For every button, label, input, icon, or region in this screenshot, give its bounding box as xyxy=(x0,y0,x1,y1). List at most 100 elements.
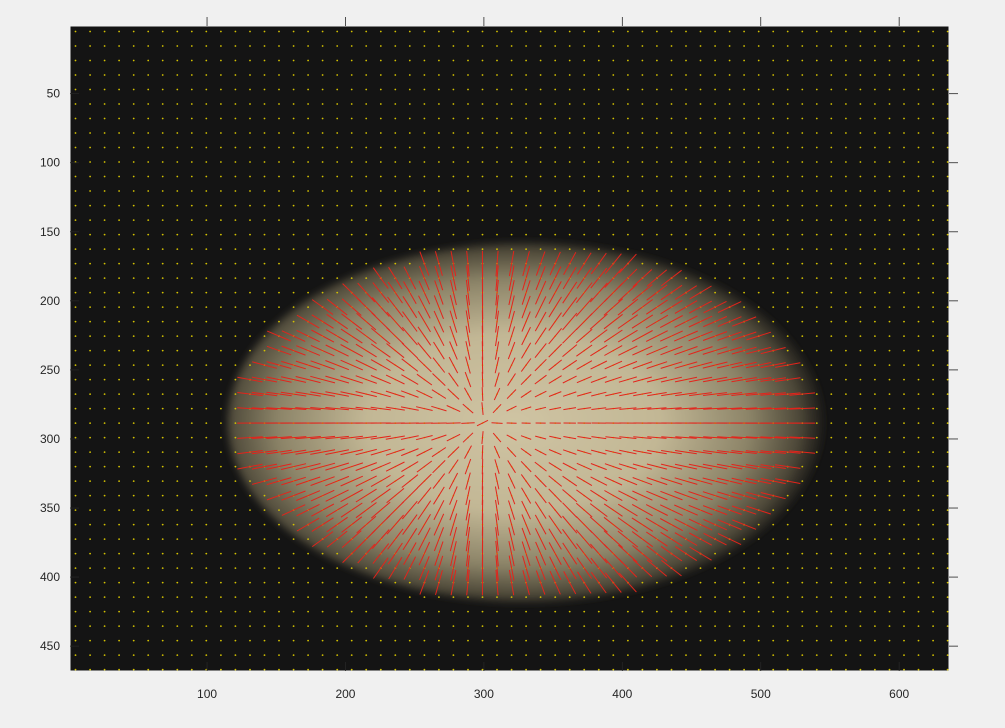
quiver-arrow xyxy=(418,280,431,305)
quiver-dot xyxy=(292,639,295,642)
quiver-dot xyxy=(161,306,164,308)
quiver-dot xyxy=(307,668,309,671)
quiver-dot xyxy=(917,654,920,656)
quiver-arrow xyxy=(745,407,772,410)
quiver-dot xyxy=(888,306,891,308)
quiver-arrow xyxy=(494,356,500,374)
quiver-dot xyxy=(874,103,876,105)
quiver-dot xyxy=(423,654,426,656)
quiver-dot xyxy=(946,291,949,294)
quiver-arrow xyxy=(416,447,433,457)
quiver-dot xyxy=(147,523,150,526)
quiver-dot xyxy=(801,335,804,337)
quiver-dot xyxy=(118,306,120,308)
quiver-dot xyxy=(815,639,818,642)
quiver-dot xyxy=(932,30,934,33)
quiver-dot xyxy=(336,552,339,555)
quiver-dot xyxy=(597,204,600,207)
quiver-dot xyxy=(161,132,164,134)
quiver-arrow xyxy=(280,376,307,383)
quiver-dot xyxy=(118,219,120,222)
quiver-dot xyxy=(830,364,833,366)
quiver-dot xyxy=(699,103,702,105)
quiver-dot xyxy=(743,74,745,76)
quiver-dot xyxy=(161,668,164,671)
quiver-dot xyxy=(801,581,804,584)
quiver-dot xyxy=(176,552,179,555)
quiver-dot xyxy=(612,146,615,149)
quiver-dot xyxy=(670,233,673,236)
quiver-dot xyxy=(903,320,905,323)
quiver-arrow xyxy=(325,360,350,371)
quiver-dot xyxy=(292,45,295,47)
quiver-dot xyxy=(263,581,266,584)
quiver-dot xyxy=(714,59,716,62)
quiver-dot xyxy=(874,117,876,120)
quiver-dot xyxy=(118,509,120,511)
quiver-dot xyxy=(946,262,949,265)
quiver-arrow xyxy=(745,377,772,382)
quiver-dot xyxy=(830,219,833,222)
quiver-dot xyxy=(714,596,716,598)
quiver-dot xyxy=(830,233,833,236)
quiver-arrow xyxy=(449,499,458,521)
quiver-arrow xyxy=(746,346,772,355)
quiver-dot xyxy=(467,30,469,33)
quiver-arrow xyxy=(562,297,578,317)
quiver-dot xyxy=(467,625,469,627)
quiver-arrow xyxy=(416,460,433,473)
quiver-dot xyxy=(205,596,208,598)
quiver-dot xyxy=(350,190,353,192)
quiver-dot xyxy=(176,59,179,62)
quiver-dot xyxy=(89,103,91,105)
quiver-dot xyxy=(583,625,586,627)
quiver-dot xyxy=(423,59,426,62)
quiver-arrow xyxy=(535,280,547,305)
quiver-dot xyxy=(147,509,150,511)
quiver-arrow xyxy=(660,463,683,470)
quiver-dot xyxy=(815,320,818,323)
quiver-arrow xyxy=(604,572,622,593)
quiver-dot xyxy=(786,538,789,540)
quiver-arrow xyxy=(355,359,377,371)
quiver-dot xyxy=(292,596,295,598)
quiver-dot xyxy=(743,654,745,656)
quiver-dot xyxy=(89,422,91,424)
quiver-dot xyxy=(249,45,251,47)
quiver-arrow xyxy=(660,477,683,485)
quiver-dot xyxy=(815,393,818,395)
quiver-dot xyxy=(147,291,150,294)
quiver-dot xyxy=(597,625,600,627)
quiver-dot xyxy=(74,465,77,468)
quiver-dot xyxy=(263,335,266,337)
quiver-dot xyxy=(743,103,745,105)
quiver-arrow xyxy=(548,281,562,305)
quiver-dot xyxy=(510,117,513,120)
quiver-dot xyxy=(132,552,135,555)
quiver-dot xyxy=(612,74,615,76)
quiver-dot xyxy=(249,364,251,366)
quiver-dot xyxy=(888,30,891,33)
quiver-dot xyxy=(438,30,440,33)
quiver-arrow xyxy=(295,360,321,370)
quiver-dot xyxy=(220,59,222,62)
quiver-dot xyxy=(292,291,295,294)
quiver-dot xyxy=(89,378,91,381)
quiver-dot xyxy=(728,639,731,642)
quiver-arrow xyxy=(702,346,728,355)
quiver-dot xyxy=(830,190,833,192)
quiver-dot xyxy=(815,581,818,584)
quiver-dot xyxy=(728,103,731,105)
quiver-arrow xyxy=(619,436,637,439)
quiver-dot xyxy=(408,668,411,671)
quiver-arrow xyxy=(731,505,757,515)
quiver-arrow xyxy=(617,329,638,343)
quiver-dot xyxy=(743,59,745,62)
quiver-dot xyxy=(278,625,280,627)
quiver-dot xyxy=(89,349,91,352)
quiver-dot xyxy=(757,117,760,120)
quiver-dot xyxy=(190,364,193,366)
quiver-dot xyxy=(874,451,876,453)
quiver-arrow xyxy=(633,436,652,439)
quiver-dot xyxy=(220,625,222,627)
